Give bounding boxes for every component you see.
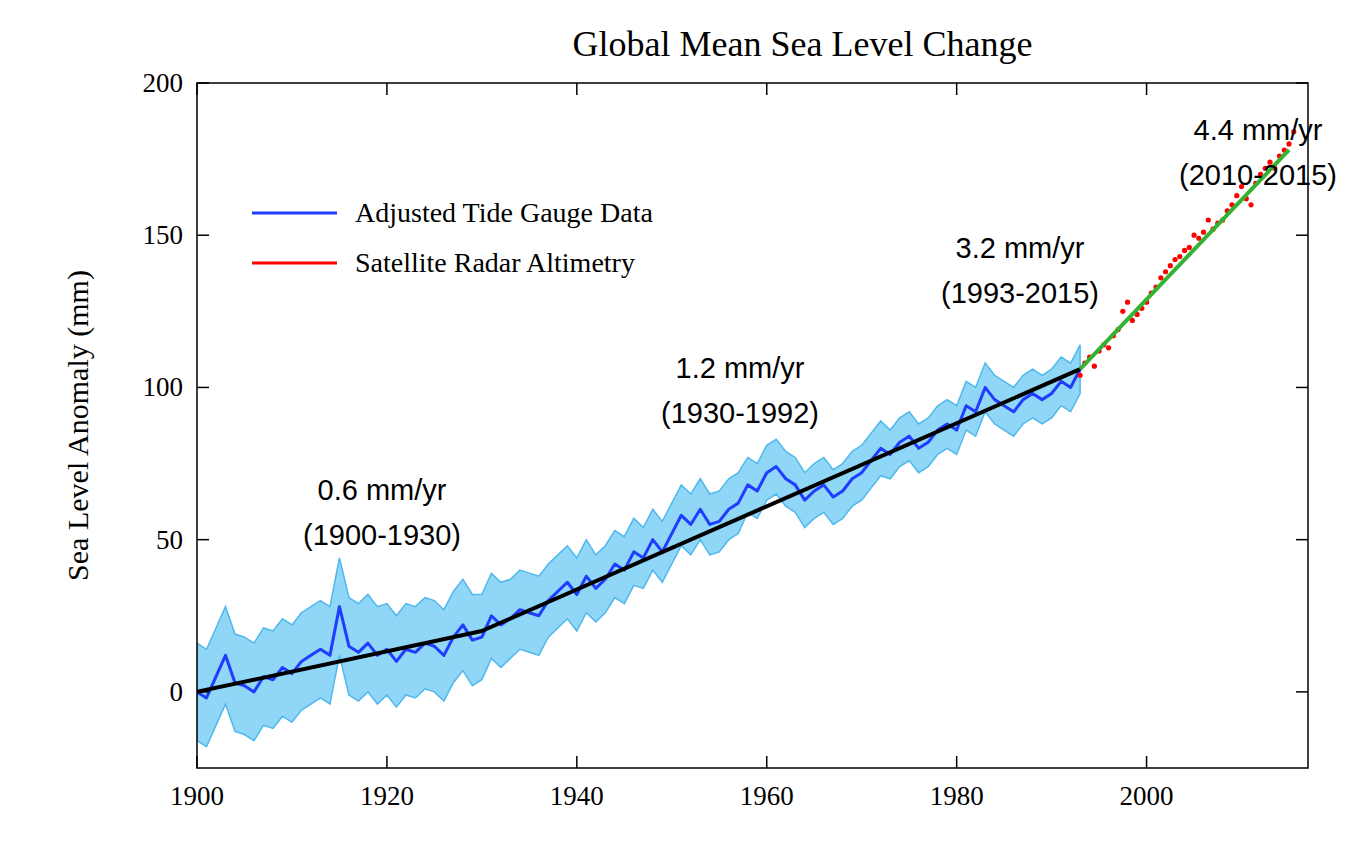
x-tick — [576, 756, 578, 768]
y-tick — [197, 234, 209, 236]
x-tick-label: 2000 — [1120, 781, 1174, 811]
legend-swatch — [252, 262, 337, 265]
satellite-point — [1234, 193, 1239, 198]
x-tick-label: 1960 — [740, 781, 794, 811]
legend-swatch — [252, 212, 337, 215]
annotation: 4.4 mm/yr — [1194, 114, 1323, 146]
y-tick-label: 50 — [156, 525, 183, 555]
satellite-point — [1125, 300, 1130, 305]
satellite-point — [1092, 364, 1097, 369]
annotation: (2010-2015) — [1179, 159, 1337, 191]
satellite-point — [1187, 245, 1192, 250]
y-tick — [197, 82, 209, 84]
plot-data — [197, 129, 1296, 747]
y-tick-label: 200 — [143, 68, 184, 98]
x-tick — [1146, 756, 1148, 768]
x-tick — [386, 756, 388, 768]
satellite-point — [1182, 248, 1187, 253]
y-tick — [197, 691, 209, 693]
trend-line — [197, 369, 1080, 692]
x-tick-label: 1920 — [360, 781, 414, 811]
satellite-point — [1248, 202, 1253, 207]
satellite-point — [1191, 233, 1196, 238]
y-tick-label: 150 — [143, 220, 184, 250]
x-tick-label: 1940 — [550, 781, 604, 811]
uncertainty-band — [197, 345, 1080, 747]
y-axis-label: Sea Level Anomaly (mm) — [61, 270, 95, 581]
plot-frame — [197, 83, 1308, 768]
x-tick-top — [1146, 83, 1148, 95]
y-tick-right — [1296, 691, 1308, 693]
annotation: (1993-2015) — [941, 277, 1099, 309]
legend-label: Satellite Radar Altimetry — [355, 247, 635, 278]
x-tick-top — [576, 83, 578, 95]
annotation: (1930-1992) — [661, 397, 819, 429]
y-tick-right — [1296, 539, 1308, 541]
y-tick-label: 0 — [170, 677, 184, 707]
y-tick-right — [1296, 234, 1308, 236]
satellite-point — [1163, 269, 1168, 274]
x-tick-top — [766, 83, 768, 95]
satellite-point — [1177, 254, 1182, 259]
satellite-point — [1206, 217, 1211, 222]
series-line — [197, 369, 1080, 698]
satellite-point — [1168, 263, 1173, 268]
chart: Global Mean Sea Level Change Sea Level An… — [0, 0, 1352, 848]
y-tick — [197, 539, 209, 541]
y-tick-label: 100 — [143, 372, 184, 402]
x-tick-label: 1900 — [170, 781, 224, 811]
satellite-point — [1078, 373, 1083, 378]
annotation: 3.2 mm/yr — [956, 232, 1085, 264]
satellite-point — [1120, 309, 1125, 314]
annotation: (1900-1930) — [303, 519, 461, 551]
y-tick — [197, 387, 209, 389]
x-tick-top — [196, 83, 198, 95]
annotation: 1.2 mm/yr — [676, 352, 805, 384]
x-tick — [196, 756, 198, 768]
x-tick — [766, 756, 768, 768]
x-tick-top — [386, 83, 388, 95]
x-tick-top — [956, 83, 958, 95]
x-tick — [956, 756, 958, 768]
satellite-point — [1172, 257, 1177, 262]
y-tick-right — [1296, 387, 1308, 389]
satellite-point — [1201, 230, 1206, 235]
x-tick-label: 1980 — [930, 781, 984, 811]
annotation: 0.6 mm/yr — [318, 474, 447, 506]
title: Global Mean Sea Level Change — [573, 24, 1033, 64]
y-tick-right — [1296, 82, 1308, 84]
satellite-point — [1158, 275, 1163, 280]
legend-label: Adjusted Tide Gauge Data — [355, 197, 653, 228]
satellite-point — [1106, 345, 1111, 350]
